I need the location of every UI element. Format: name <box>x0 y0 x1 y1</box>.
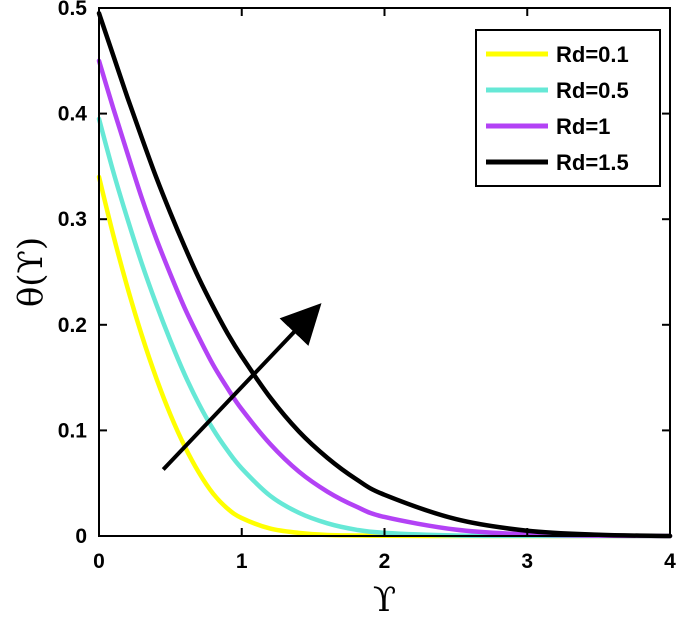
series-line-3 <box>96 58 673 539</box>
legend-label: Rd=1.5 <box>556 150 629 175</box>
y-tick-label: 0.5 <box>58 0 88 20</box>
ticks-layer: 0 1 2 3 4 0 0.1 0.2 0.3 0.4 0.5 <box>58 0 676 573</box>
trend-arrow <box>161 303 322 471</box>
y-tick-label: 0.3 <box>58 208 87 231</box>
x-tick-label: 4 <box>664 550 676 573</box>
legend: Rd=0.1 Rd=0.5 Rd=1 Rd=1.5 <box>475 29 661 187</box>
x-tick-label: 0 <box>93 550 105 573</box>
series-line-4 <box>96 11 673 539</box>
x-tick-label: 3 <box>521 550 533 573</box>
series-line-1 <box>96 174 673 539</box>
y-axis-title: θ(ϒ) <box>11 237 51 307</box>
legend-label: Rd=0.1 <box>556 42 629 67</box>
annotation-layer <box>161 303 322 471</box>
y-tick-label: 0.2 <box>58 314 87 337</box>
x-tick-label: 1 <box>236 550 248 573</box>
legend-label: Rd=0.5 <box>556 78 629 103</box>
x-tick-label: 2 <box>379 550 391 573</box>
y-tick-label: 0.4 <box>58 103 88 126</box>
x-axis-title: ϒ <box>373 580 396 620</box>
y-tick-label: 0 <box>75 525 87 548</box>
y-tick-label: 0.1 <box>58 419 88 442</box>
legend-label: Rd=1 <box>556 114 610 139</box>
